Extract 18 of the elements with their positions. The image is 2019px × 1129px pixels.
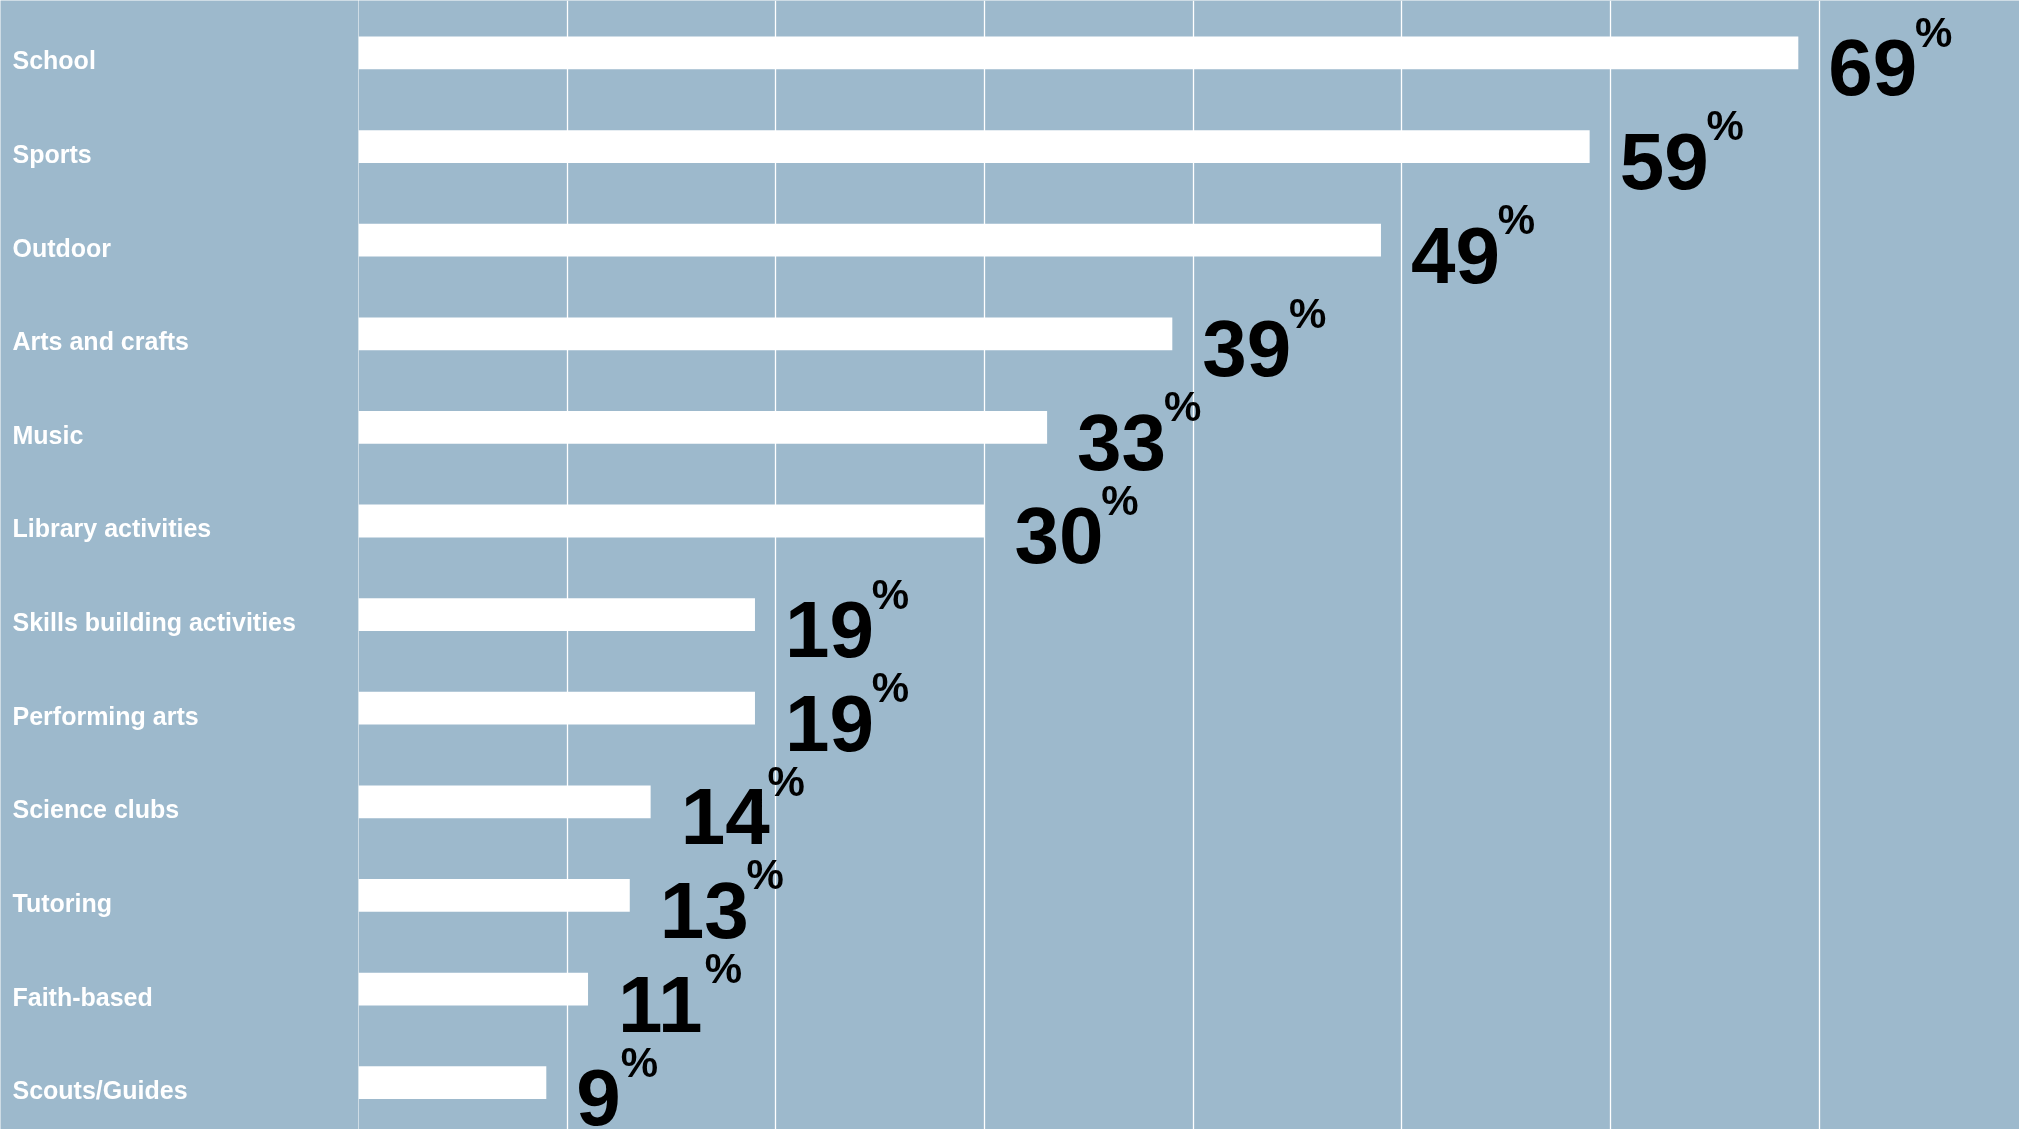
data-label: 69% bbox=[1828, 8, 1953, 113]
y-tick-label: Skills building activities bbox=[12, 608, 296, 637]
y-tick-label: Performing arts bbox=[12, 701, 199, 730]
data-label: 39% bbox=[1202, 289, 1327, 394]
data-label: 19% bbox=[784, 664, 910, 768]
y-tick-label: Music bbox=[12, 420, 84, 449]
y-tick-label: Outdoor bbox=[12, 233, 112, 262]
data-label: 59% bbox=[1619, 102, 1744, 207]
y-tick-label: Faith-based bbox=[12, 982, 153, 1011]
y-tick-label: School bbox=[12, 46, 96, 75]
y-tick-label: Science clubs bbox=[12, 795, 180, 824]
data-label: 49% bbox=[1410, 196, 1536, 300]
y-tick-label: Library activities bbox=[12, 514, 212, 543]
bar bbox=[358, 1066, 547, 1100]
y-tick-label: Arts and crafts bbox=[12, 327, 189, 356]
y-tick-label: Tutoring bbox=[12, 888, 112, 917]
y-tick-label: Scouts/Guides bbox=[12, 1076, 188, 1105]
y-tick-label: Sports bbox=[12, 140, 92, 169]
